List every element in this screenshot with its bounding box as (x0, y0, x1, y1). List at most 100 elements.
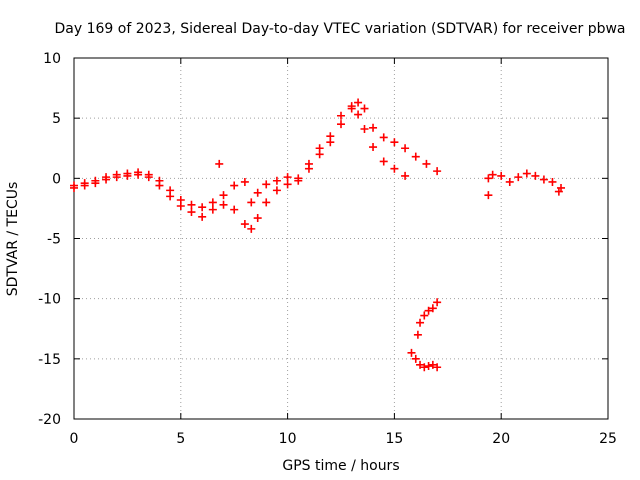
data-point (484, 174, 493, 183)
x-tick-label: 10 (279, 431, 297, 447)
data-point (155, 181, 164, 190)
data-point (548, 177, 557, 186)
x-tick-label: 5 (176, 431, 185, 447)
data-point (497, 171, 506, 180)
data-point (144, 173, 153, 182)
data-point (354, 110, 363, 119)
data-point (91, 179, 100, 188)
data-point (416, 318, 425, 327)
data-point (166, 192, 175, 201)
data-point (390, 138, 399, 147)
data-point (369, 143, 378, 152)
data-point (326, 132, 335, 141)
data-point (484, 191, 493, 200)
data-point (123, 171, 132, 180)
data-point (360, 124, 369, 133)
data-point (379, 157, 388, 166)
data-point (262, 198, 271, 207)
data-point (390, 164, 399, 173)
data-point (315, 144, 324, 153)
data-point (360, 104, 369, 113)
data-point (433, 363, 442, 372)
y-tick-label: -5 (47, 232, 61, 248)
data-point (433, 167, 442, 176)
data-point (522, 169, 531, 178)
data-point (176, 202, 185, 211)
data-point (134, 170, 143, 179)
data-point (379, 133, 388, 142)
y-tick-label: 0 (52, 171, 61, 187)
data-point (102, 175, 111, 184)
data-point (247, 224, 256, 233)
series-late-segment (484, 169, 566, 192)
data-point (505, 177, 514, 186)
data-point (215, 159, 224, 168)
data-point (428, 304, 437, 313)
data-point (420, 311, 429, 320)
y-tick-label: -15 (38, 352, 61, 368)
data-point (420, 363, 429, 372)
series-rise-segment (413, 298, 442, 339)
data-point (247, 198, 256, 207)
x-tick-label: 15 (385, 431, 403, 447)
x-tick-label: 20 (492, 431, 510, 447)
data-point (411, 354, 420, 363)
data-point (253, 188, 262, 197)
data-point (240, 220, 249, 229)
data-point (401, 144, 410, 153)
data-point (407, 348, 416, 357)
data-point (208, 198, 217, 207)
data-point (337, 120, 345, 129)
data-point (514, 173, 523, 182)
series-lower-track (70, 104, 410, 233)
data-point (70, 183, 78, 192)
series-drop-segment (407, 348, 442, 372)
data-point (347, 104, 356, 113)
y-tick-label: -10 (38, 292, 61, 308)
data-point (433, 298, 442, 307)
data-point (240, 177, 249, 186)
series-outliers (215, 159, 563, 200)
data-point (304, 159, 313, 168)
data-point (219, 191, 228, 200)
data-points (70, 98, 566, 372)
data-point (554, 187, 563, 196)
data-point (488, 170, 497, 179)
data-point (187, 200, 196, 209)
x-tick-label: 25 (599, 431, 617, 447)
data-point (424, 306, 433, 315)
x-tick-label: 0 (70, 431, 79, 447)
data-point (531, 171, 540, 180)
data-point (198, 212, 207, 221)
y-axis-title: SDTVAR / TECUs (5, 182, 21, 297)
data-point (219, 200, 228, 209)
data-point (428, 360, 437, 369)
series-upper-track (70, 98, 442, 212)
data-point (230, 181, 239, 190)
data-point (413, 330, 422, 339)
data-point (272, 176, 281, 185)
data-point (112, 173, 121, 182)
data-point (253, 214, 262, 223)
y-tick-label: 5 (52, 111, 61, 127)
axis-ticks: 0 5 10 15 20 25 -20 -15 -10 -5 0 5 10 (38, 51, 617, 447)
data-point (230, 205, 239, 214)
data-point (208, 205, 217, 214)
data-point (369, 123, 378, 132)
data-point (283, 180, 292, 189)
data-point (411, 152, 420, 161)
y-tick-label: -20 (38, 412, 61, 428)
data-point (187, 208, 196, 217)
data-point (401, 171, 410, 180)
data-point (424, 362, 433, 371)
data-point (272, 186, 281, 195)
chart-title: Day 169 of 2023, Sidereal Day-to-day VTE… (54, 21, 625, 37)
x-axis-title: GPS time / hours (282, 458, 399, 474)
data-point (80, 181, 89, 190)
data-point (294, 174, 303, 183)
data-point (262, 180, 271, 189)
data-point (198, 203, 207, 212)
data-point (283, 173, 292, 182)
data-point (539, 175, 548, 184)
